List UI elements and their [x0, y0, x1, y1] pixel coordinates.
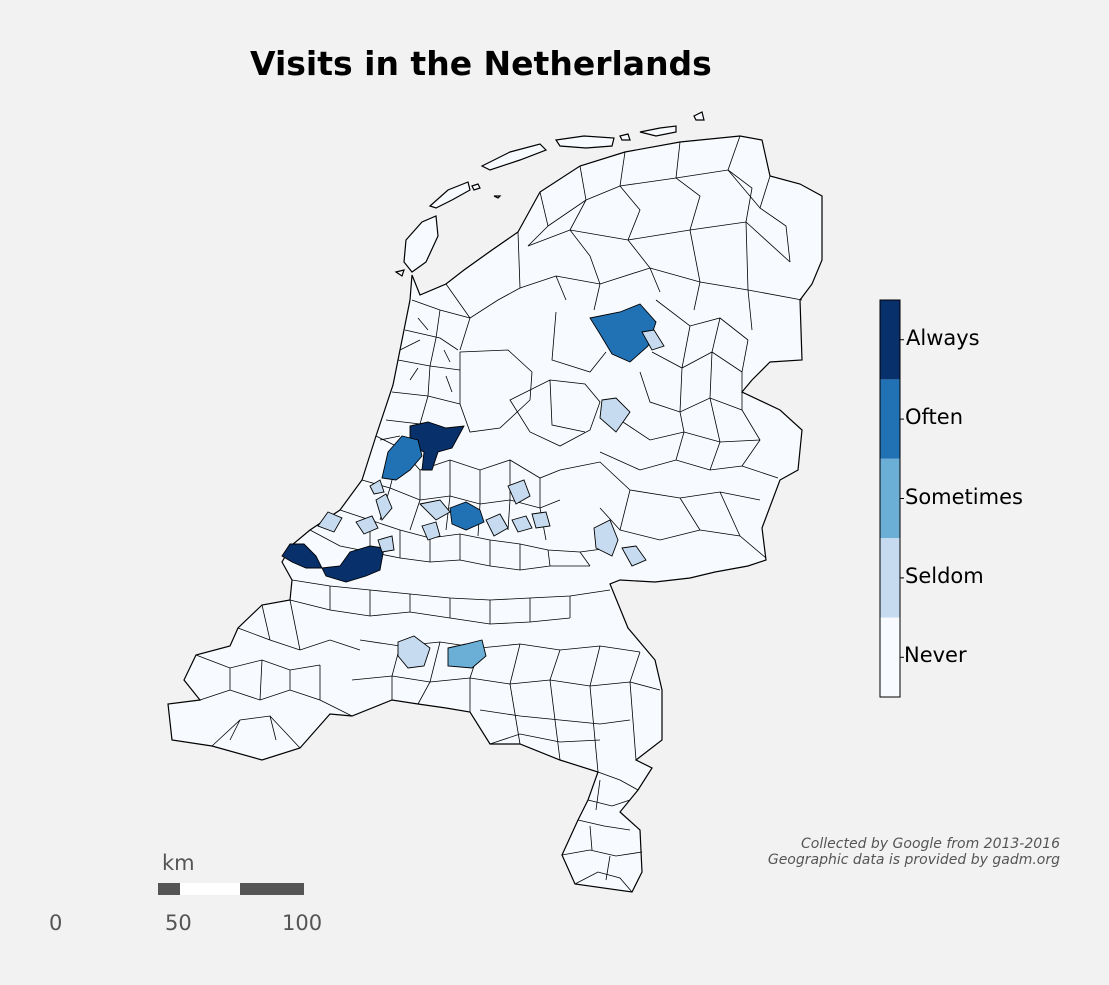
region-zeist: [485, 513, 509, 537]
scale-unit: km: [162, 851, 195, 875]
region-deventer: [599, 397, 631, 433]
legend-label-never: Never: [904, 643, 967, 667]
region-lelystad: [369, 479, 385, 495]
region-nieuwegein: [421, 521, 441, 541]
legend-label-sometimes: Sometimes: [905, 485, 1023, 509]
colorbar-seldom: [880, 538, 900, 618]
map-title: Visits in the Netherlands: [250, 44, 712, 83]
region-gouda: [377, 535, 395, 553]
region-kampen: [641, 329, 665, 351]
legend-label-often: Often: [905, 405, 964, 429]
colorbar-sometimes: [880, 458, 900, 539]
region-veenendaal: [511, 515, 533, 533]
credit-line-1: Collected by Google from 2013-2016: [801, 836, 1060, 852]
colorbar-always: [880, 300, 900, 380]
colorbar-often: [880, 379, 900, 459]
credit-line-2: Geographic data is provided by gadm.org: [767, 852, 1060, 868]
wadden-islands: [394, 111, 705, 277]
region-rotterdam: [321, 545, 385, 583]
region-leiden: [317, 511, 343, 533]
region-nijmegen: [621, 545, 647, 567]
scale-tick-0: 0: [49, 911, 63, 935]
mainland-outline: [167, 135, 823, 893]
region-utrecht: [449, 501, 485, 531]
region-arnhem: [593, 519, 619, 557]
scale-tick-50: 50: [165, 911, 192, 935]
scale-bar: [158, 883, 304, 895]
region-amersfoort: [507, 479, 531, 505]
region-haarlemmermeer: [381, 435, 423, 481]
legend-label-seldom: Seldom: [905, 564, 984, 588]
region-woerden: [419, 499, 451, 521]
legend-label-always: Always: [906, 326, 980, 350]
region-zwolle: [589, 303, 657, 363]
region-eindhoven: [447, 639, 487, 669]
colorbar-never: [880, 617, 900, 697]
colorbar: [879, 299, 904, 698]
region-den-haag: [281, 543, 323, 569]
visited-municipalities: [281, 303, 665, 669]
data-credits: Collected by Google from 2013-2016 Geogr…: [768, 836, 1060, 868]
scale-tick-100: 100: [282, 911, 323, 935]
region-zoetermeer: [355, 515, 379, 535]
region-tilburg: [397, 635, 431, 669]
region-alphen: [375, 493, 393, 521]
region-ede: [531, 511, 551, 529]
